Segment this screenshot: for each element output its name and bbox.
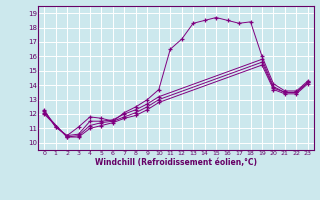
- X-axis label: Windchill (Refroidissement éolien,°C): Windchill (Refroidissement éolien,°C): [95, 158, 257, 167]
